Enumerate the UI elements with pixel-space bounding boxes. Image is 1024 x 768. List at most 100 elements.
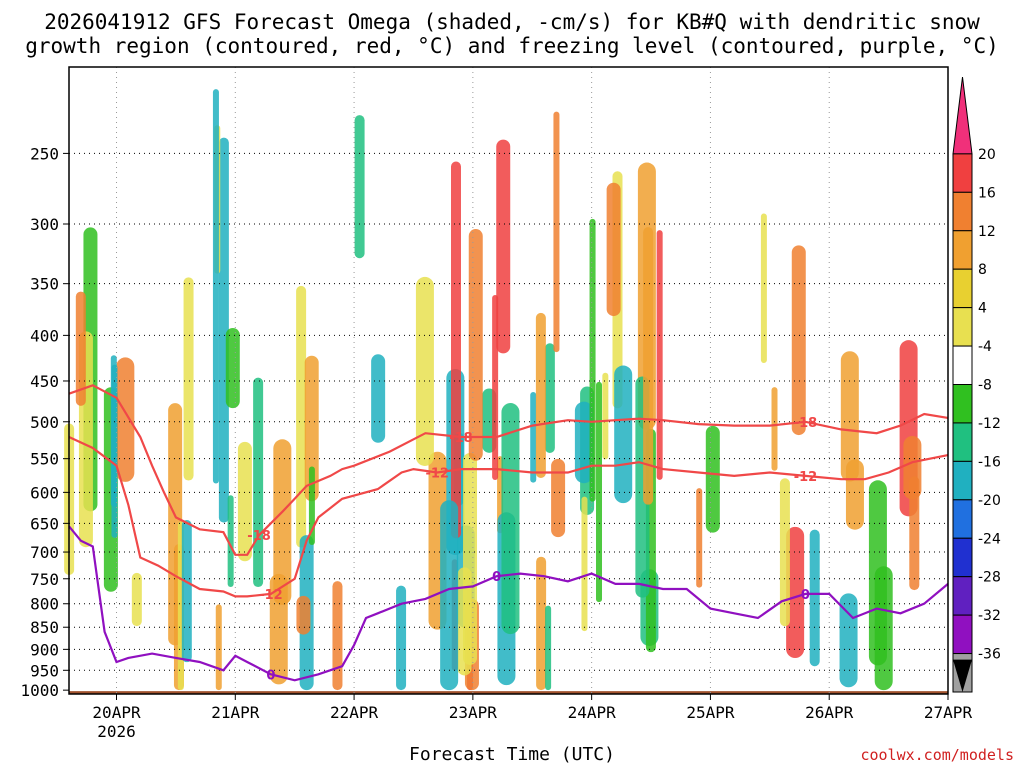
contour-label: -12 xyxy=(425,467,449,482)
colorbar-label: -24 xyxy=(978,531,1001,547)
omega-patch xyxy=(450,161,461,539)
site-credit[interactable]: coolwx.com/models xyxy=(860,746,1014,764)
colorbar-label: 12 xyxy=(978,224,996,240)
omega-patch xyxy=(551,458,566,538)
omega-patch xyxy=(354,115,365,259)
omega-patch xyxy=(237,441,252,562)
omega-patch xyxy=(501,403,520,635)
colorbar-label: -16 xyxy=(978,454,1001,470)
x-axis-label: Forecast Time (UTC) xyxy=(409,744,615,765)
omega-patch xyxy=(110,355,117,507)
omega-patch xyxy=(771,387,778,471)
contour-label: 0 xyxy=(801,588,810,603)
y-tick-label: 650 xyxy=(30,514,59,533)
omega-patch xyxy=(705,425,720,533)
x-tick-label: 20APR xyxy=(92,703,141,722)
y-tick-label: 1000 xyxy=(20,681,59,700)
x-tick-year: 2026 xyxy=(97,722,136,741)
contour-lines: -18 -18 -18 -12 -12 -12 0 0 0 xyxy=(68,384,949,683)
colorbar-swatch xyxy=(952,614,973,655)
colorbar-swatch xyxy=(952,230,973,270)
y-tick-label: 750 xyxy=(30,570,59,589)
y-tick-label: 250 xyxy=(30,144,59,163)
omega-patch xyxy=(544,343,555,453)
y-tick-label: 600 xyxy=(30,483,59,502)
colorbar-label: -32 xyxy=(978,608,1001,624)
y-tick-label: 500 xyxy=(30,413,59,432)
omega-patch xyxy=(696,488,703,588)
omega-patch xyxy=(581,496,588,632)
colorbar-swatch xyxy=(952,345,973,385)
x-tick-label: 21APR xyxy=(211,703,260,722)
omega-patch xyxy=(840,351,859,482)
y-tick-label: 850 xyxy=(30,618,59,637)
y-tick-label: 900 xyxy=(30,640,59,659)
x-tick-label: 22APR xyxy=(330,703,379,722)
contour-label: -12 xyxy=(259,588,283,603)
y-tick-label: 800 xyxy=(30,595,59,614)
title-line-1: 2026041912 GFS Forecast Omega (shaded, -… xyxy=(44,10,980,34)
omega-patch xyxy=(656,230,663,480)
y-tick-label: 550 xyxy=(30,450,59,469)
omega-patch xyxy=(530,391,537,483)
y-tick-label: 950 xyxy=(30,661,59,680)
omega-patch xyxy=(296,285,307,548)
contour-label: -18 xyxy=(247,529,271,544)
y-tick-label: 350 xyxy=(30,275,59,294)
omega-patch xyxy=(553,111,560,353)
y-axis: 250 300 350 400 450 500 550 600 650 700 750 800 850 9… xyxy=(20,144,69,700)
omega-patch xyxy=(535,312,546,479)
omega-patch xyxy=(643,227,654,505)
colorbar-cap-bottom xyxy=(953,659,972,692)
omega-patch xyxy=(440,500,459,691)
colorbar-swatch xyxy=(952,422,973,462)
omega-patch xyxy=(183,277,194,481)
omega-patch xyxy=(212,89,219,484)
x-axis: 20APR 21APR 22APR 23APR 24APR 25APR 26APR 27APR… xyxy=(92,694,972,741)
colorbar-label: -8 xyxy=(978,378,992,394)
omega-patch xyxy=(225,327,240,409)
omega-patch xyxy=(536,556,547,691)
omega-patch xyxy=(296,595,311,635)
omega-patch xyxy=(468,229,483,461)
omega-patch xyxy=(371,354,386,443)
contour-label: -18 xyxy=(449,431,473,446)
omega-patch xyxy=(492,294,499,480)
colorbar-swatch xyxy=(952,576,973,616)
colorbar-label: -28 xyxy=(978,570,1001,586)
colorbar-label: 4 xyxy=(978,301,987,317)
y-tick-label: 400 xyxy=(30,326,59,345)
omega-patch xyxy=(589,218,596,502)
x-tick-label: 26APR xyxy=(805,703,854,722)
omega-patch xyxy=(606,182,621,317)
omega-patch xyxy=(496,139,511,354)
colorbar-label: -12 xyxy=(978,416,1001,432)
omega-patch xyxy=(181,519,192,663)
colorbar-swatch xyxy=(952,307,973,347)
x-tick-label: 27APR xyxy=(924,703,973,722)
contour-label: 0 xyxy=(266,668,275,683)
colorbar-swatch xyxy=(952,537,973,578)
omega-patch xyxy=(396,585,407,691)
omega-patch xyxy=(786,526,805,659)
omega-patch xyxy=(253,377,264,588)
omega-patch xyxy=(868,480,887,666)
omega-patch xyxy=(218,137,229,523)
colorbar-swatch xyxy=(952,499,973,539)
x-tick-label: 24APR xyxy=(568,703,617,722)
x-tick-label: 25APR xyxy=(686,703,735,722)
colorbar-label: 20 xyxy=(978,147,996,163)
omega-patch xyxy=(614,365,633,504)
colorbar-swatch xyxy=(952,268,973,309)
y-tick-label: 700 xyxy=(30,543,59,562)
colorbar: 20 16 12 8 4 -4 -8 -12 -16 -20 -24 -28 -32 -36 xyxy=(952,76,1001,693)
omega-patch xyxy=(273,439,292,605)
x-tick-label: 23APR xyxy=(449,703,498,722)
omega-patch xyxy=(909,476,920,591)
title-line-2: growth region (contoured, red, °C) and f… xyxy=(25,34,999,58)
omega-patch xyxy=(602,372,609,460)
colorbar-label: 8 xyxy=(978,262,987,278)
y-tick-label: 450 xyxy=(30,372,59,391)
omega-patch xyxy=(116,357,135,482)
